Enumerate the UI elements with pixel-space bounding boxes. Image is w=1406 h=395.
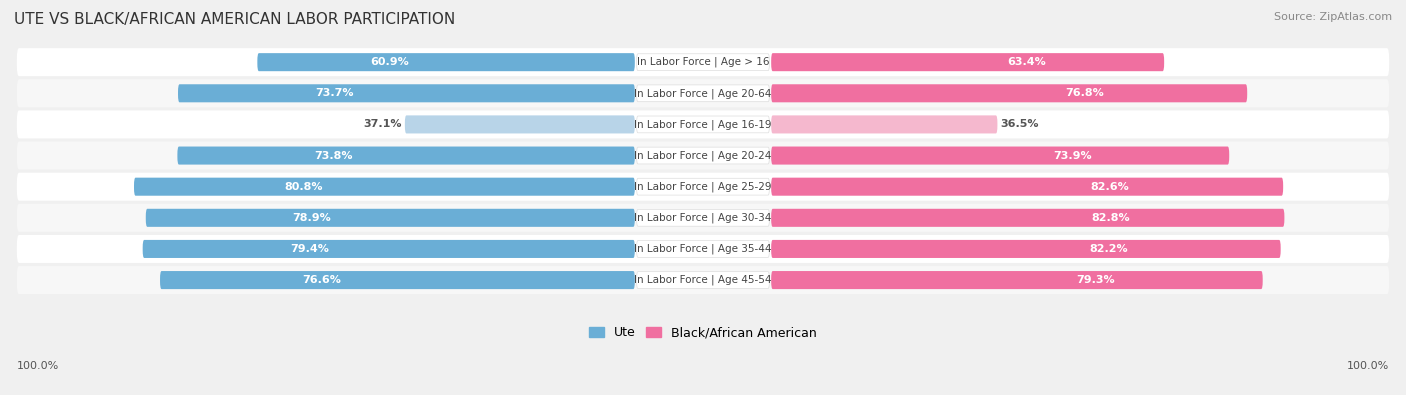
Text: 100.0%: 100.0% [1347,361,1389,371]
Text: In Labor Force | Age 45-54: In Labor Force | Age 45-54 [634,275,772,285]
FancyBboxPatch shape [637,178,769,195]
Text: 36.5%: 36.5% [1001,119,1039,130]
FancyBboxPatch shape [146,209,636,227]
Text: UTE VS BLACK/AFRICAN AMERICAN LABOR PARTICIPATION: UTE VS BLACK/AFRICAN AMERICAN LABOR PART… [14,12,456,27]
FancyBboxPatch shape [17,173,1389,201]
FancyBboxPatch shape [17,79,1389,107]
Legend: Ute, Black/African American: Ute, Black/African American [585,321,821,344]
FancyBboxPatch shape [17,48,1389,76]
FancyBboxPatch shape [637,54,769,71]
Text: 73.7%: 73.7% [315,88,353,98]
Text: In Labor Force | Age 20-64: In Labor Force | Age 20-64 [634,88,772,98]
Text: In Labor Force | Age 25-29: In Labor Force | Age 25-29 [634,181,772,192]
Text: 78.9%: 78.9% [292,213,332,223]
FancyBboxPatch shape [770,53,1164,71]
FancyBboxPatch shape [160,271,636,289]
FancyBboxPatch shape [637,85,769,102]
Text: 82.6%: 82.6% [1091,182,1129,192]
FancyBboxPatch shape [637,147,769,164]
Text: 73.8%: 73.8% [315,150,353,160]
Text: 73.9%: 73.9% [1053,150,1092,160]
Text: 82.2%: 82.2% [1090,244,1128,254]
FancyBboxPatch shape [17,141,1389,169]
Text: 82.8%: 82.8% [1092,213,1130,223]
FancyBboxPatch shape [637,272,769,288]
Text: 80.8%: 80.8% [284,182,323,192]
Text: In Labor Force | Age 35-44: In Labor Force | Age 35-44 [634,244,772,254]
Text: In Labor Force | Age 20-24: In Labor Force | Age 20-24 [634,150,772,161]
FancyBboxPatch shape [770,240,1281,258]
FancyBboxPatch shape [177,147,636,165]
FancyBboxPatch shape [17,111,1389,138]
Text: In Labor Force | Age 16-19: In Labor Force | Age 16-19 [634,119,772,130]
FancyBboxPatch shape [257,53,636,71]
FancyBboxPatch shape [770,209,1285,227]
FancyBboxPatch shape [770,178,1284,196]
FancyBboxPatch shape [770,147,1229,165]
FancyBboxPatch shape [770,271,1263,289]
FancyBboxPatch shape [179,84,636,102]
Text: 79.3%: 79.3% [1077,275,1115,285]
Text: 37.1%: 37.1% [363,119,402,130]
Text: 63.4%: 63.4% [1008,57,1046,67]
Text: Source: ZipAtlas.com: Source: ZipAtlas.com [1274,12,1392,22]
FancyBboxPatch shape [637,209,769,226]
FancyBboxPatch shape [142,240,636,258]
Text: 60.9%: 60.9% [371,57,409,67]
FancyBboxPatch shape [637,116,769,133]
Text: In Labor Force | Age > 16: In Labor Force | Age > 16 [637,57,769,68]
FancyBboxPatch shape [770,115,997,134]
Text: 79.4%: 79.4% [290,244,329,254]
FancyBboxPatch shape [17,204,1389,232]
FancyBboxPatch shape [17,235,1389,263]
FancyBboxPatch shape [405,115,636,134]
Text: 76.6%: 76.6% [302,275,342,285]
FancyBboxPatch shape [134,178,636,196]
Text: 76.8%: 76.8% [1066,88,1104,98]
FancyBboxPatch shape [770,84,1247,102]
Text: In Labor Force | Age 30-34: In Labor Force | Age 30-34 [634,213,772,223]
FancyBboxPatch shape [637,241,769,258]
FancyBboxPatch shape [17,266,1389,294]
Text: 100.0%: 100.0% [17,361,59,371]
